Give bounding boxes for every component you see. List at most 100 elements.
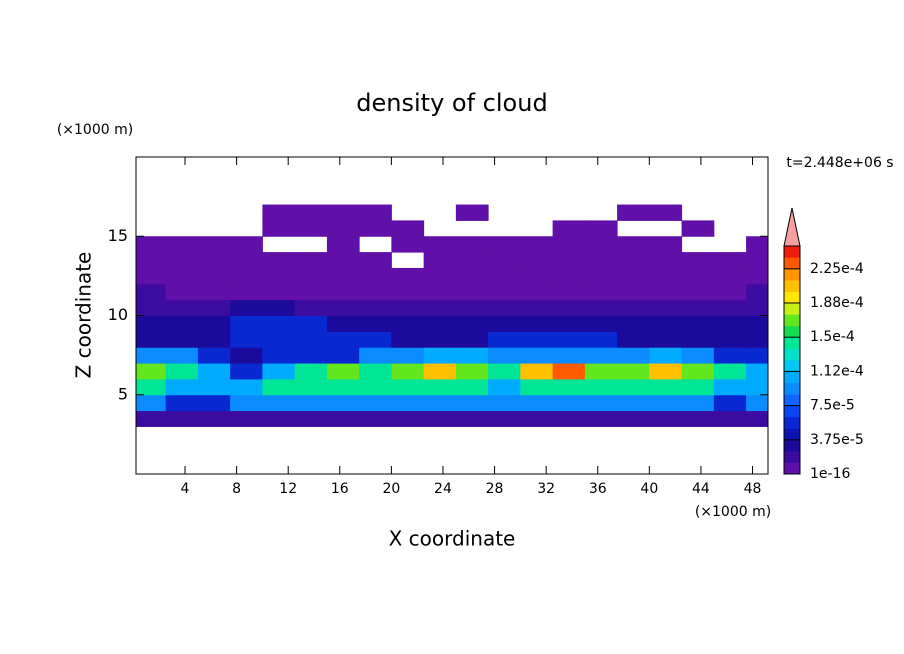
contour-cell [165,267,199,285]
contour-cell [197,331,231,348]
colorbar-extend [783,207,801,247]
x-tick-label: 4 [181,481,190,497]
contour-cell [649,252,683,269]
contour-cell [488,410,521,427]
colorbar-band [784,314,800,327]
contour-cell [230,252,263,269]
contour-cell [359,315,392,332]
contour-cell [165,283,199,301]
contour-cell [617,410,650,427]
contour-cell [326,347,360,364]
contour-cell [552,394,586,412]
contour-cell [165,299,199,316]
contour-cell [294,267,328,285]
contour-cell [455,394,489,412]
contour-cell [197,410,231,427]
contour-cell [584,236,618,253]
colorbar-tick-label: 1.5e-4 [810,329,855,345]
contour-cell [455,267,489,285]
contour-cell [713,315,747,332]
contour-cell [455,331,489,348]
contour-cell [520,252,554,269]
contour-cell [165,315,199,332]
colorbar-band [784,405,800,418]
contour-cell [584,331,618,348]
x-tick-label: 32 [537,481,555,497]
colorbar-band [784,451,800,463]
x-tick-label: 44 [692,481,710,497]
contour-cell [326,315,360,332]
contour-cell [262,315,296,332]
contour-cell [165,363,199,380]
contour-cell [136,410,167,427]
contour-cell [455,204,489,221]
contour-cell [746,299,769,316]
contour-cell [584,267,618,285]
contour-cell [359,204,392,221]
contour-cell [136,315,167,332]
contour-cell [713,394,747,412]
contour-cell [294,204,328,221]
contour-cell [294,363,328,380]
contour-cell [455,347,489,364]
contour-cell [262,363,296,380]
contour-cell [230,347,263,364]
contour-cell [262,331,296,348]
contour-cell [197,394,231,412]
contour-cell [617,331,650,348]
contour-cell [552,331,586,348]
contour-cell [617,299,650,316]
contour-cell [197,378,231,396]
contour-cell [455,283,489,301]
contour-cell [746,363,769,380]
contour-cell [584,220,618,237]
contour-cell [520,378,554,396]
contour-cell [197,252,231,269]
contour-cell [681,220,715,237]
contour-cell [552,267,586,285]
contour-cell [136,394,167,412]
contour-cell [326,267,360,285]
contour-cell [423,410,457,427]
contour-cell [391,299,425,316]
contour-cell [713,378,747,396]
colorbar-band [784,417,800,429]
contour-cell [649,299,683,316]
contour-cell [230,410,263,427]
contour-cell [681,394,715,412]
contour-cell [197,347,231,364]
contour-cell [584,347,618,364]
contour-cell [136,363,167,380]
contour-cell [681,347,715,364]
contour-cell [488,267,521,285]
contour-cell [584,315,618,332]
x-unit: (×1000 m) [695,504,771,520]
contour-cell [681,378,715,396]
contour-cell [552,378,586,396]
contour-cell [326,363,360,380]
contour-cell [713,363,747,380]
contour-cell [455,299,489,316]
x-tick-label: 8 [232,481,241,497]
colorbar: 1e-16 3.75e-5 7.5e-5 1.12e-4 1.5e-4 1.88e-4 2.… [783,207,864,482]
contour-cell [423,347,457,364]
contour-cell [746,252,769,269]
contour-cell [391,315,425,332]
contour-cell [488,363,521,380]
colorbar-tick-label: 1e-16 [810,466,850,482]
contour-cell [230,331,263,348]
colorbar-band [784,439,800,452]
contour-cell [746,331,769,348]
contour-cell [649,236,683,253]
colorbar-band [784,382,800,395]
contour-cell [488,283,521,301]
contour-cell [359,299,392,316]
colorbar-band [784,325,800,338]
contour-cell [552,252,586,269]
contour-cell [359,267,392,285]
contour-cell [488,347,521,364]
contour-cell [617,283,650,301]
contour-cell [197,283,231,301]
contour-cell [681,299,715,316]
y-axis-label: Z coordinate [72,252,96,379]
